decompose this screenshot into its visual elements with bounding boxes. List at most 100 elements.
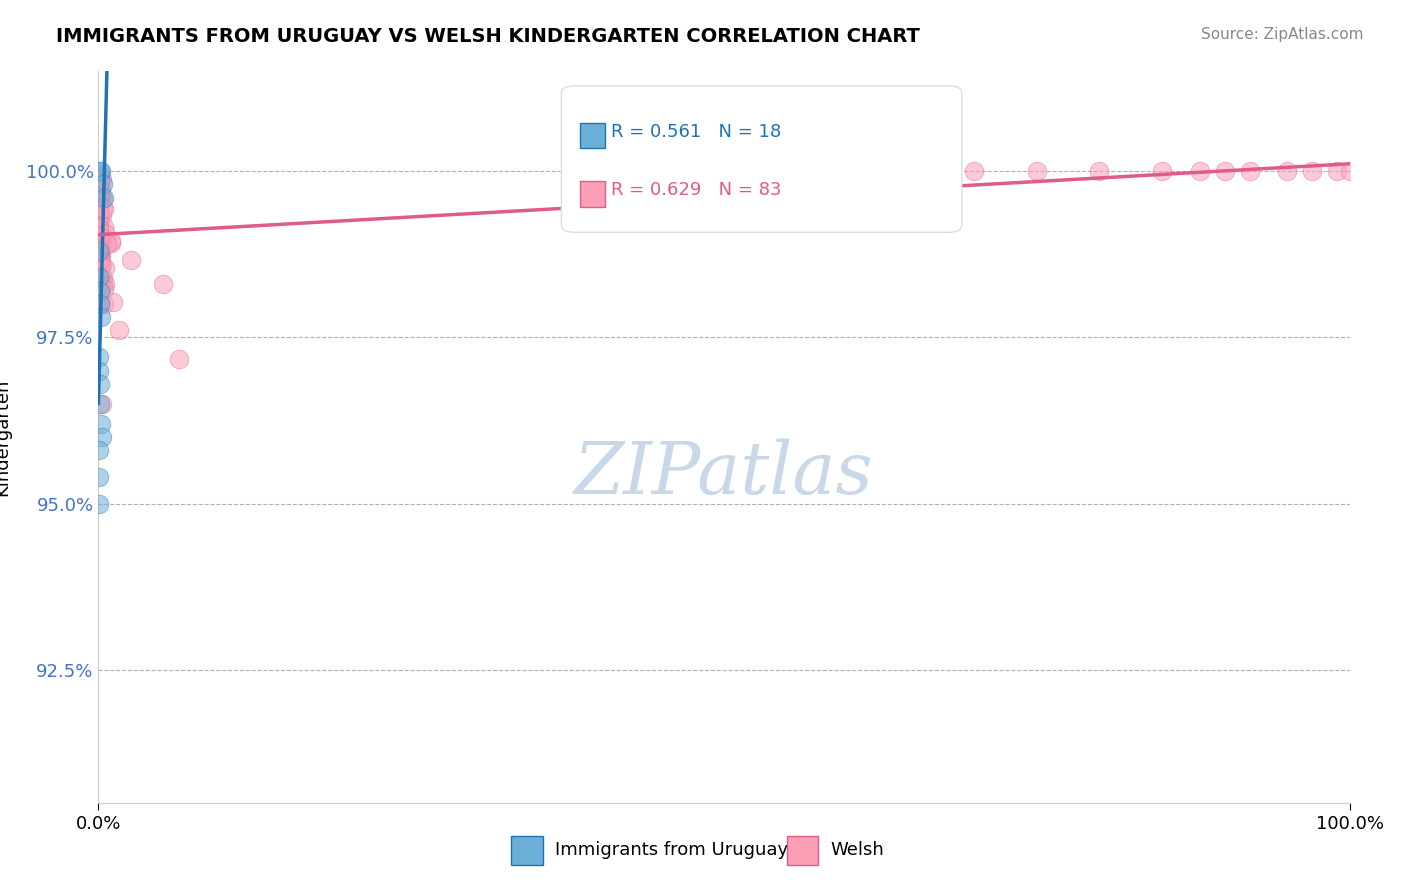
Welsh [1150,164,1173,178]
Welsh [89,169,111,183]
Welsh [89,196,111,211]
Welsh [87,189,110,203]
Welsh [89,232,111,246]
Welsh [89,167,111,181]
Welsh [91,270,114,285]
Welsh [89,248,111,262]
Welsh [87,183,110,197]
Text: IMMIGRANTS FROM URUGUAY VS WELSH KINDERGARTEN CORRELATION CHART: IMMIGRANTS FROM URUGUAY VS WELSH KINDERG… [56,27,920,45]
Bar [581,181,605,207]
Text: Source: ZipAtlas.com: Source: ZipAtlas.com [1201,27,1364,42]
Welsh [89,182,111,196]
Welsh [91,192,114,206]
Welsh [89,172,111,186]
Welsh [89,242,111,256]
Welsh [89,175,111,189]
Welsh [89,236,111,251]
Welsh [1277,164,1299,178]
Welsh [100,234,122,248]
Welsh [89,229,111,244]
Immigrants from Uruguay [90,417,112,431]
Welsh [1088,164,1111,178]
Immigrants from Uruguay [93,191,115,205]
Welsh [1339,164,1361,178]
Welsh [89,192,111,206]
Welsh [90,268,112,282]
Welsh [87,191,110,205]
Welsh [89,171,111,186]
Welsh [93,202,115,217]
Y-axis label: Kindergarten: Kindergarten [0,378,11,496]
Welsh [91,277,114,291]
Welsh [87,183,110,197]
Welsh [838,164,860,178]
Welsh [963,164,986,178]
Welsh [89,184,111,198]
Immigrants from Uruguay [89,297,111,311]
Welsh [152,277,174,292]
Welsh [89,296,111,310]
Welsh [91,397,114,411]
Bar [512,836,543,865]
Welsh [90,240,112,254]
Welsh [1188,164,1211,178]
Welsh [90,230,112,244]
Welsh [90,235,112,250]
Welsh [91,201,114,215]
Welsh [1239,164,1261,178]
Welsh [91,233,114,247]
Welsh [120,253,142,268]
Welsh [89,188,111,202]
Welsh [89,229,111,244]
Welsh [90,233,112,247]
Welsh [90,281,112,295]
Welsh [167,351,190,366]
Welsh [89,252,111,267]
Welsh [89,203,111,218]
Immigrants from Uruguay [89,397,111,411]
Text: Immigrants from Uruguay: Immigrants from Uruguay [555,841,789,859]
Welsh [89,177,111,191]
Welsh [91,171,114,186]
Welsh [93,282,115,296]
Welsh [87,182,110,196]
FancyBboxPatch shape [561,86,962,232]
Immigrants from Uruguay [87,351,110,365]
Welsh [1301,164,1323,178]
Immigrants from Uruguay [89,376,111,391]
Welsh [1326,164,1348,178]
Immigrants from Uruguay [89,363,111,377]
Immigrants from Uruguay [90,430,112,444]
Welsh [93,296,115,310]
Text: ZIPatlas: ZIPatlas [574,438,875,509]
Welsh [89,201,111,215]
Text: R = 0.629   N = 83: R = 0.629 N = 83 [612,181,782,199]
Immigrants from Uruguay [89,244,111,258]
Welsh [93,220,115,235]
Welsh [87,201,110,215]
Welsh [89,254,111,268]
Welsh [90,260,112,274]
Welsh [1026,164,1049,178]
Immigrants from Uruguay [89,270,111,285]
Bar [787,836,818,865]
Welsh [90,209,112,223]
Welsh [90,188,112,202]
Welsh [89,241,111,255]
Immigrants from Uruguay [91,178,114,192]
Welsh [103,294,125,309]
Welsh [93,261,115,276]
Text: R = 0.561   N = 18: R = 0.561 N = 18 [612,122,782,141]
Welsh [90,247,112,261]
Welsh [89,170,111,185]
Welsh [89,169,111,183]
Immigrants from Uruguay [87,443,110,458]
Welsh [89,245,111,260]
Immigrants from Uruguay [89,284,111,298]
Welsh [89,174,111,188]
Bar [581,122,605,148]
Text: Welsh: Welsh [831,841,884,859]
Immigrants from Uruguay [87,497,110,511]
Welsh [94,277,117,292]
Welsh [91,258,114,272]
